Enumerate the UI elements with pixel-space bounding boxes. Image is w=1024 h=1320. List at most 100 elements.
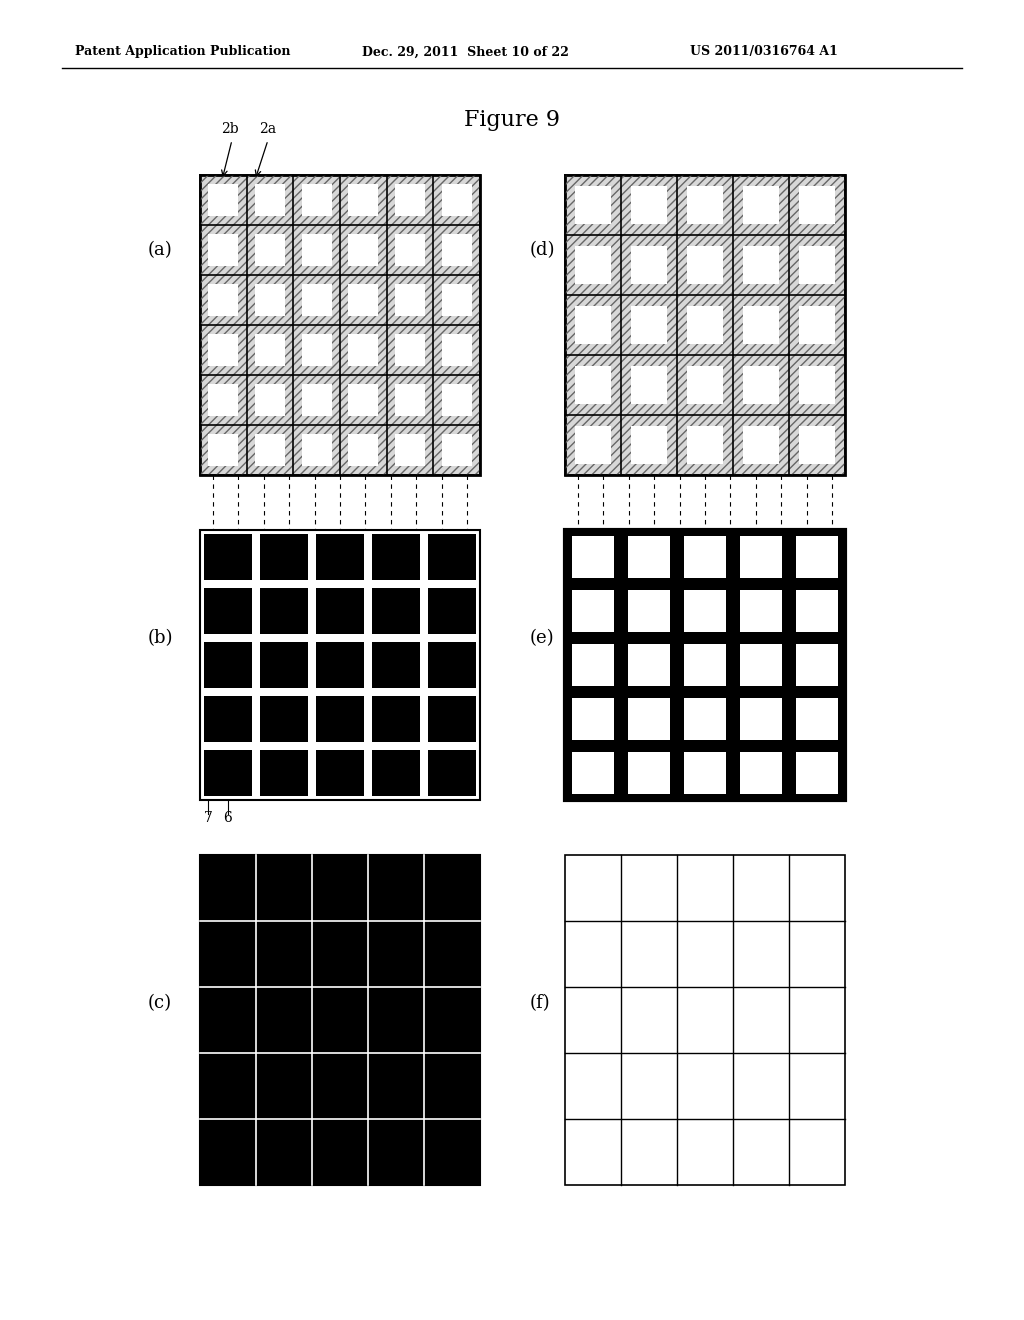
- Bar: [571, 536, 614, 578]
- Text: 2b: 2b: [221, 121, 239, 136]
- Bar: [395, 434, 425, 466]
- Bar: [204, 642, 252, 688]
- Bar: [209, 183, 239, 216]
- Bar: [372, 533, 420, 581]
- Bar: [302, 434, 332, 466]
- Bar: [302, 284, 332, 315]
- Bar: [684, 644, 726, 685]
- Bar: [739, 590, 782, 631]
- Bar: [255, 183, 285, 216]
- Text: (a): (a): [148, 242, 173, 259]
- Bar: [799, 366, 835, 404]
- Bar: [302, 384, 332, 416]
- Bar: [200, 855, 480, 1185]
- Bar: [348, 234, 378, 267]
- Bar: [395, 334, 425, 366]
- Bar: [204, 533, 252, 581]
- Bar: [743, 246, 779, 284]
- Bar: [575, 186, 611, 224]
- Text: (f): (f): [530, 994, 551, 1012]
- Bar: [571, 752, 614, 793]
- Bar: [316, 750, 365, 796]
- Bar: [575, 426, 611, 465]
- Bar: [631, 246, 667, 284]
- Bar: [260, 587, 308, 634]
- Bar: [316, 587, 365, 634]
- Bar: [743, 366, 779, 404]
- Bar: [348, 434, 378, 466]
- Bar: [739, 752, 782, 793]
- Bar: [209, 434, 239, 466]
- Bar: [209, 284, 239, 315]
- Bar: [799, 186, 835, 224]
- Bar: [571, 644, 614, 685]
- Bar: [428, 587, 476, 634]
- Bar: [684, 590, 726, 631]
- Bar: [372, 696, 420, 742]
- Bar: [565, 176, 845, 475]
- Bar: [441, 384, 472, 416]
- Bar: [209, 234, 239, 267]
- Bar: [628, 698, 671, 739]
- Bar: [316, 533, 365, 581]
- Text: (c): (c): [148, 994, 172, 1012]
- Bar: [200, 531, 480, 800]
- Bar: [395, 234, 425, 267]
- Bar: [565, 176, 845, 475]
- Bar: [687, 186, 723, 224]
- Bar: [395, 284, 425, 315]
- Bar: [571, 590, 614, 631]
- Text: Dec. 29, 2011  Sheet 10 of 22: Dec. 29, 2011 Sheet 10 of 22: [362, 45, 569, 58]
- Bar: [565, 855, 845, 1185]
- Bar: [441, 334, 472, 366]
- Bar: [372, 642, 420, 688]
- Bar: [739, 644, 782, 685]
- Bar: [428, 533, 476, 581]
- Bar: [684, 698, 726, 739]
- Bar: [796, 752, 839, 793]
- Bar: [395, 384, 425, 416]
- Bar: [799, 426, 835, 465]
- Bar: [372, 587, 420, 634]
- Bar: [631, 426, 667, 465]
- Text: Patent Application Publication: Patent Application Publication: [75, 45, 291, 58]
- Bar: [575, 306, 611, 345]
- Bar: [255, 234, 285, 267]
- Bar: [631, 306, 667, 345]
- Text: (e): (e): [530, 630, 555, 647]
- Bar: [796, 698, 839, 739]
- Bar: [428, 750, 476, 796]
- Bar: [743, 306, 779, 345]
- Bar: [348, 183, 378, 216]
- Bar: [200, 176, 480, 475]
- Bar: [260, 750, 308, 796]
- Bar: [628, 536, 671, 578]
- Bar: [302, 234, 332, 267]
- Text: 6: 6: [223, 810, 232, 825]
- Bar: [441, 284, 472, 315]
- Bar: [302, 183, 332, 216]
- Bar: [687, 366, 723, 404]
- Bar: [395, 183, 425, 216]
- Bar: [739, 698, 782, 739]
- Bar: [799, 306, 835, 345]
- Bar: [204, 587, 252, 634]
- Bar: [260, 533, 308, 581]
- Bar: [302, 334, 332, 366]
- Bar: [799, 246, 835, 284]
- Bar: [209, 384, 239, 416]
- Text: 7: 7: [204, 810, 212, 825]
- Text: Figure 9: Figure 9: [464, 110, 560, 131]
- Text: US 2011/0316764 A1: US 2011/0316764 A1: [690, 45, 838, 58]
- Bar: [428, 696, 476, 742]
- Bar: [687, 306, 723, 345]
- Bar: [796, 536, 839, 578]
- Bar: [255, 434, 285, 466]
- Text: (b): (b): [148, 630, 173, 647]
- Bar: [743, 186, 779, 224]
- Bar: [571, 698, 614, 739]
- Bar: [441, 183, 472, 216]
- Bar: [348, 384, 378, 416]
- Bar: [684, 752, 726, 793]
- Bar: [316, 696, 365, 742]
